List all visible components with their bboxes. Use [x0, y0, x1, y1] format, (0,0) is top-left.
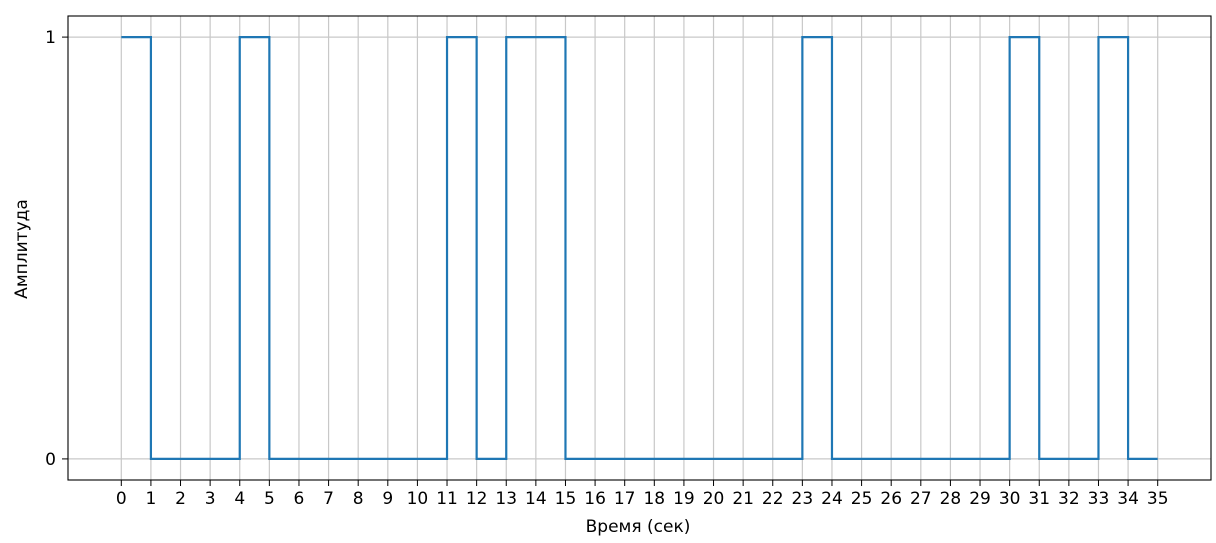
x-tick-label: 19: [673, 489, 695, 509]
x-tick-label: 7: [323, 489, 334, 509]
y-axis-label: Амплитуда: [12, 199, 32, 299]
x-tick-label: 26: [880, 489, 902, 509]
x-tick-label: 3: [205, 489, 216, 509]
x-tick-label: 21: [732, 489, 754, 509]
y-axis-ticks: 01: [45, 28, 68, 470]
x-tick-label: 10: [407, 489, 429, 509]
x-tick-label: 8: [353, 489, 364, 509]
x-tick-label: 9: [382, 489, 393, 509]
y-tick-label: 0: [45, 450, 56, 470]
x-tick-label: 23: [792, 489, 814, 509]
x-tick-label: 28: [940, 489, 962, 509]
x-tick-label: 16: [584, 489, 606, 509]
x-tick-label: 35: [1147, 489, 1169, 509]
x-tick-label: 29: [969, 489, 991, 509]
x-tick-label: 12: [466, 489, 488, 509]
x-tick-label: 4: [234, 489, 245, 509]
x-axis-ticks: 0 1 2 3 4 5 6 7 8 9 10 11 12 13 14 15 16 17 18 19 20 21 22 23 24…: [116, 480, 1169, 509]
x-tick-label: 33: [1088, 489, 1110, 509]
x-tick-label: 6: [294, 489, 305, 509]
x-tick-label: 1: [145, 489, 156, 509]
x-tick-label: 13: [495, 489, 517, 509]
x-tick-label: 31: [1028, 489, 1050, 509]
plot-area-frame: [67, 15, 1212, 481]
x-tick-label: 32: [1058, 489, 1080, 509]
x-tick-label: 15: [555, 489, 577, 509]
x-tick-label: 24: [821, 489, 843, 509]
signal-step-line: [121, 35, 1158, 461]
x-tick-label: 11: [436, 489, 458, 509]
x-tick-label: 5: [264, 489, 275, 509]
x-tick-label: 14: [525, 489, 547, 509]
x-tick-label: 18: [643, 489, 665, 509]
x-tick-label: 34: [1117, 489, 1139, 509]
x-tick-label: 20: [703, 489, 725, 509]
x-tick-label: 0: [116, 489, 127, 509]
signal-series: [121, 35, 1158, 461]
x-tick-label: 22: [762, 489, 784, 509]
x-tick-label: 25: [851, 489, 873, 509]
y-tick-label: 1: [45, 28, 56, 48]
x-tick-label: 27: [910, 489, 932, 509]
x-tick-label: 17: [614, 489, 636, 509]
x-tick-label: 30: [999, 489, 1021, 509]
x-tick-label: 2: [175, 489, 186, 509]
x-axis-label: Время (сек): [586, 517, 691, 537]
